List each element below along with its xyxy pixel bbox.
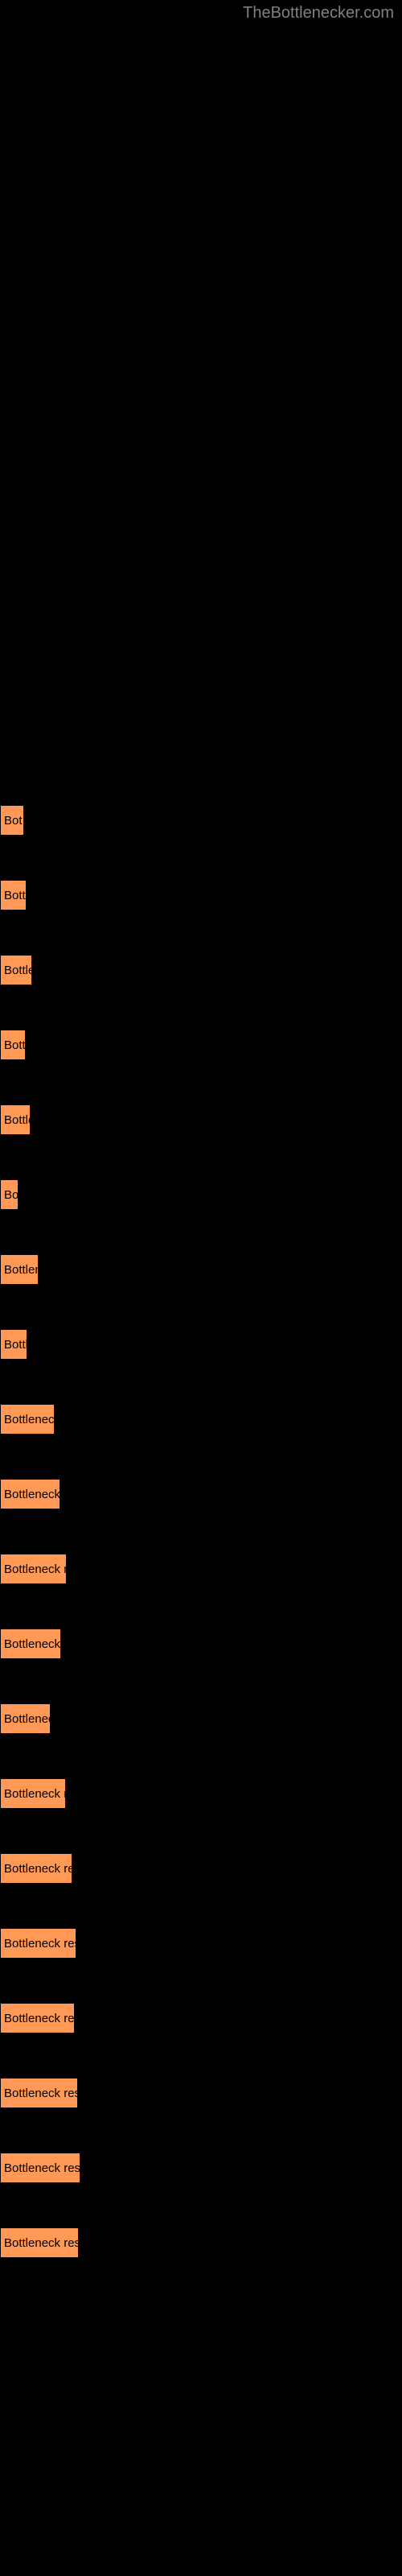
bar-4: Bottle <box>0 1104 31 1135</box>
bar-15: Bottleneck result <box>0 1928 76 1959</box>
bar-11: Bottleneck resu <box>0 1629 61 1659</box>
bar-row: Bottl <box>0 880 402 910</box>
bar-row: Bottleneck result <box>0 2153 402 2183</box>
bar-row: Bottleneck resu <box>0 1629 402 1659</box>
bar-3: Bottl <box>0 1030 26 1060</box>
watermark-text: TheBottlenecker.com <box>243 4 394 23</box>
bar-row: Bottlen <box>0 955 402 985</box>
bar-row: Bottleneck result <box>0 2003 402 2033</box>
bar-row: Bot <box>0 805 402 836</box>
bar-8: Bottleneck re <box>0 1404 55 1435</box>
bar-row: Bottleneck result <box>0 1853 402 1884</box>
bar-1: Bottl <box>0 880 27 910</box>
bar-row: Bottle <box>0 1104 402 1135</box>
bar-12: Bottleneck r <box>0 1703 51 1734</box>
bar-19: Bottleneck result <box>0 2227 79 2258</box>
bar-row: Bottleneck result <box>0 2078 402 2108</box>
bar-row: Bottlene <box>0 1254 402 1285</box>
bar-7: Bottl <box>0 1329 27 1360</box>
bar-row: Bo <box>0 1179 402 1210</box>
bar-5: Bo <box>0 1179 18 1210</box>
bar-10: Bottleneck result <box>0 1554 67 1584</box>
bar-14: Bottleneck result <box>0 1853 72 1884</box>
bar-6: Bottlene <box>0 1254 39 1285</box>
bar-row: Bottleneck result <box>0 1778 402 1809</box>
bar-13: Bottleneck result <box>0 1778 66 1809</box>
bar-2: Bottlen <box>0 955 32 985</box>
bar-17: Bottleneck result <box>0 2078 78 2108</box>
bar-row: Bottleneck result <box>0 2227 402 2258</box>
bar-row: Bottleneck result <box>0 1928 402 1959</box>
bar-9: Bottleneck res <box>0 1479 60 1509</box>
bar-row: Bottl <box>0 1329 402 1360</box>
bar-row: Bottleneck r <box>0 1703 402 1734</box>
bar-row: Bottleneck re <box>0 1404 402 1435</box>
bar-16: Bottleneck result <box>0 2003 75 2033</box>
bar-0: Bot <box>0 805 24 836</box>
bar-chart: Bot Bottl Bottlen Bottl Bottle Bo Bottle… <box>0 0 402 2334</box>
bar-row: Bottleneck res <box>0 1479 402 1509</box>
bar-18: Bottleneck result <box>0 2153 80 2183</box>
bar-row: Bottleneck result <box>0 1554 402 1584</box>
bar-row: Bottl <box>0 1030 402 1060</box>
